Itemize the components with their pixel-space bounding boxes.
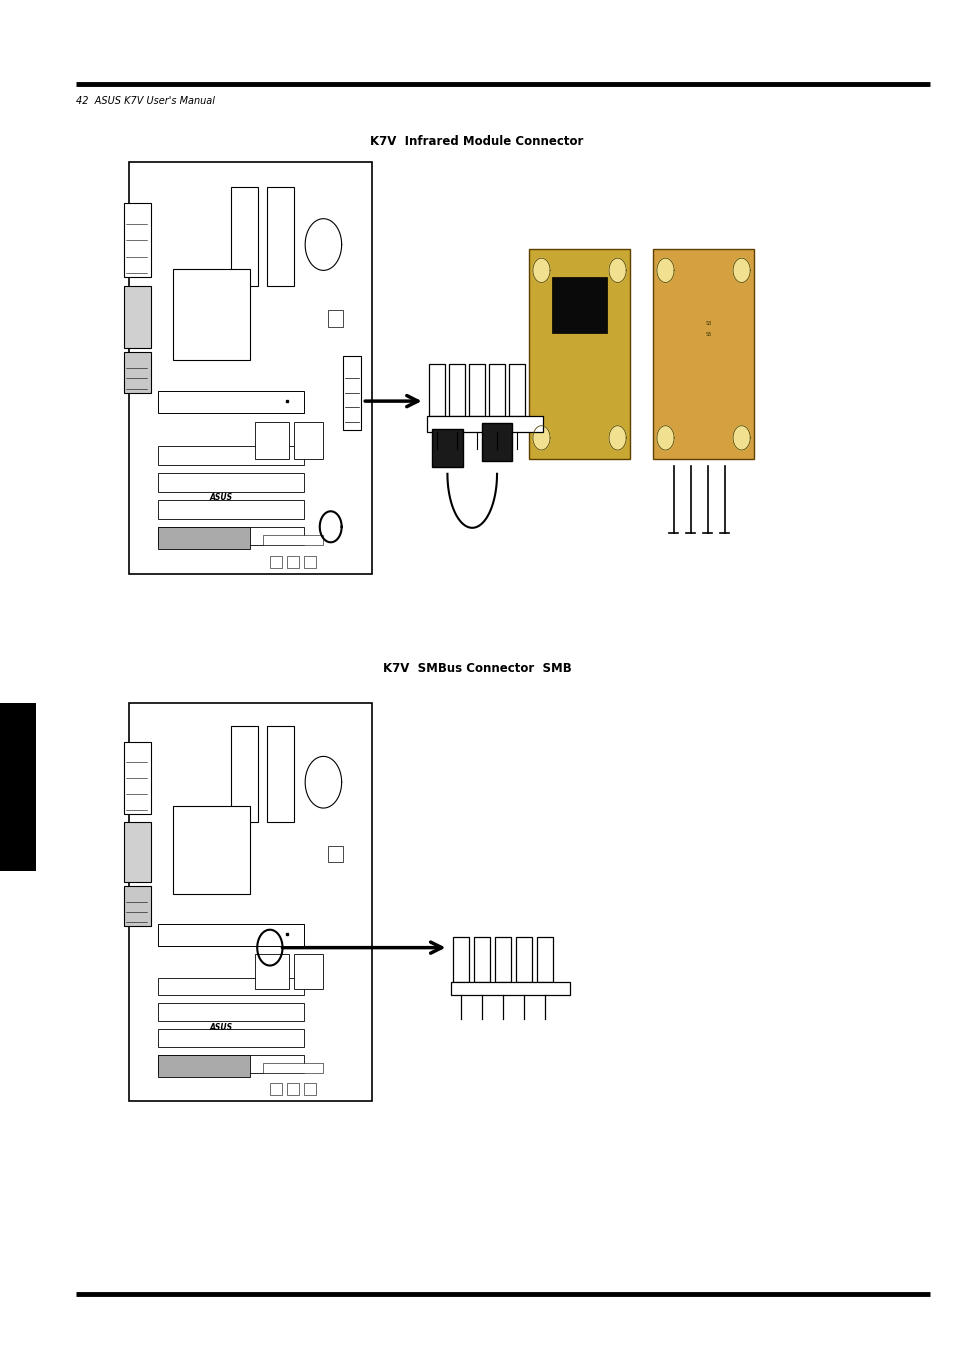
Bar <box>158 1029 304 1047</box>
Bar <box>551 277 606 334</box>
Bar <box>453 938 469 981</box>
Bar <box>328 846 342 862</box>
Bar <box>158 978 304 996</box>
Bar <box>231 186 257 286</box>
Bar <box>158 1055 250 1077</box>
Bar <box>481 423 512 461</box>
Bar <box>172 807 250 894</box>
Circle shape <box>608 426 625 450</box>
Circle shape <box>732 258 749 282</box>
Bar <box>158 527 304 546</box>
Bar <box>270 555 282 567</box>
Bar <box>267 727 294 821</box>
Bar <box>172 269 250 359</box>
Bar <box>262 535 323 546</box>
Bar <box>516 938 532 981</box>
Bar <box>129 162 372 574</box>
Bar <box>287 1084 299 1096</box>
Circle shape <box>533 426 550 450</box>
Bar <box>158 1055 304 1073</box>
Bar <box>124 743 151 815</box>
Bar <box>158 1004 304 1021</box>
Bar <box>342 355 361 430</box>
Bar <box>489 365 504 416</box>
Bar <box>495 938 511 981</box>
Bar <box>124 204 151 277</box>
Bar <box>294 422 323 459</box>
Bar <box>124 351 151 393</box>
Bar <box>429 365 444 416</box>
Bar <box>449 365 464 416</box>
Bar <box>124 821 151 882</box>
Bar <box>124 886 151 925</box>
Circle shape <box>608 258 625 282</box>
Bar <box>0 703 36 871</box>
Text: ASUS: ASUS <box>210 1023 233 1032</box>
Bar <box>158 924 304 946</box>
Bar <box>469 365 484 416</box>
Bar <box>129 703 372 1101</box>
Bar <box>509 365 524 416</box>
Text: K7V  Infrared Module Connector: K7V Infrared Module Connector <box>370 135 583 149</box>
Bar <box>304 555 315 567</box>
Bar <box>474 938 490 981</box>
Text: 42  ASUS K7V User's Manual: 42 ASUS K7V User's Manual <box>76 96 215 107</box>
Bar <box>124 286 151 347</box>
Text: S3

S5: S3 S5 <box>704 320 711 338</box>
Bar <box>158 500 304 519</box>
Bar <box>255 954 289 989</box>
Bar <box>653 250 753 459</box>
Bar <box>158 390 304 413</box>
Text: ASUS: ASUS <box>210 493 233 503</box>
Circle shape <box>732 426 749 450</box>
Bar <box>255 422 289 459</box>
Bar <box>267 186 294 286</box>
Bar <box>158 527 250 550</box>
Bar <box>328 311 342 327</box>
Bar <box>427 416 542 432</box>
Bar <box>270 1084 282 1096</box>
Bar <box>231 727 257 821</box>
Bar <box>294 954 323 989</box>
Bar <box>262 1063 323 1073</box>
Bar <box>304 1084 315 1096</box>
Circle shape <box>533 258 550 282</box>
Bar <box>529 250 629 459</box>
Bar <box>158 446 304 465</box>
Text: K7V  SMBus Connector  SMB: K7V SMBus Connector SMB <box>382 662 571 676</box>
Bar <box>287 555 299 567</box>
Bar <box>537 938 553 981</box>
Bar <box>432 430 462 467</box>
Circle shape <box>657 258 674 282</box>
Bar <box>158 473 304 492</box>
Bar <box>451 982 570 994</box>
Circle shape <box>657 426 674 450</box>
